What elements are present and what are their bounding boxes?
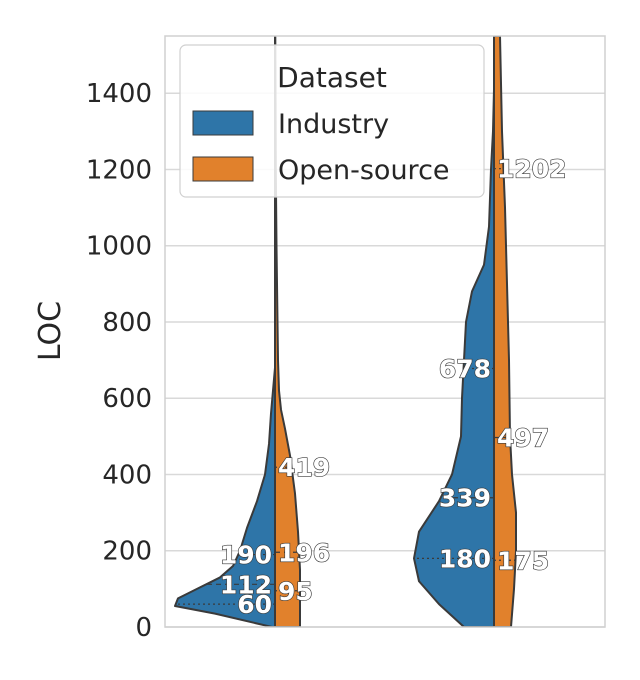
quartile-label-industry-2: 678 <box>439 354 491 383</box>
violin-industry-2 <box>413 88 495 627</box>
violin-industry-1 <box>174 366 276 627</box>
y-tick-label: 400 <box>102 460 152 490</box>
legend: Dataset Industry Open-source <box>179 44 485 198</box>
y-tick-label: 1200 <box>86 155 152 185</box>
plot-frame <box>164 35 606 628</box>
y-tick-label: 200 <box>102 537 152 567</box>
violin-open_source-2 <box>493 36 517 627</box>
y-tick-label: 1400 <box>86 79 152 109</box>
y-tick-label: 600 <box>102 384 152 414</box>
quartile-label-industry-1: 60 <box>237 590 272 619</box>
quartile-label-open_source-2: 1202 <box>497 155 567 184</box>
quartile-label-industry-1: 112 <box>220 570 272 599</box>
quartile-label-open_source-1: 95 <box>278 577 313 606</box>
violins <box>174 36 517 627</box>
y-axis-ticks: 0 200 400 600 800 1000 1200 1400 <box>86 79 152 643</box>
legend-title: Dataset <box>277 61 387 94</box>
quartile-label-industry-2: 180 <box>439 544 491 573</box>
quartile-label-open_source-1: 419 <box>278 453 330 482</box>
y-axis-label: LOC <box>33 301 68 361</box>
y-tick-label: 1000 <box>86 232 152 262</box>
legend-swatch-industry <box>192 110 254 136</box>
y-tick-label: 0 <box>135 613 152 643</box>
quartile-label-industry-1: 190 <box>220 541 272 570</box>
legend-label-industry: Industry <box>278 109 389 140</box>
legend-swatch-open-source <box>192 156 254 182</box>
legend-label-open-source: Open-source <box>278 155 450 186</box>
legend-frame <box>179 44 485 198</box>
y-tick-label: 800 <box>102 308 152 338</box>
quartile-label-open_source-2: 175 <box>497 546 549 575</box>
quartile-label-open_source-2: 497 <box>497 423 549 452</box>
quartile-label-industry-2: 339 <box>439 484 491 513</box>
quartile-label-open_source-1: 196 <box>278 538 330 567</box>
